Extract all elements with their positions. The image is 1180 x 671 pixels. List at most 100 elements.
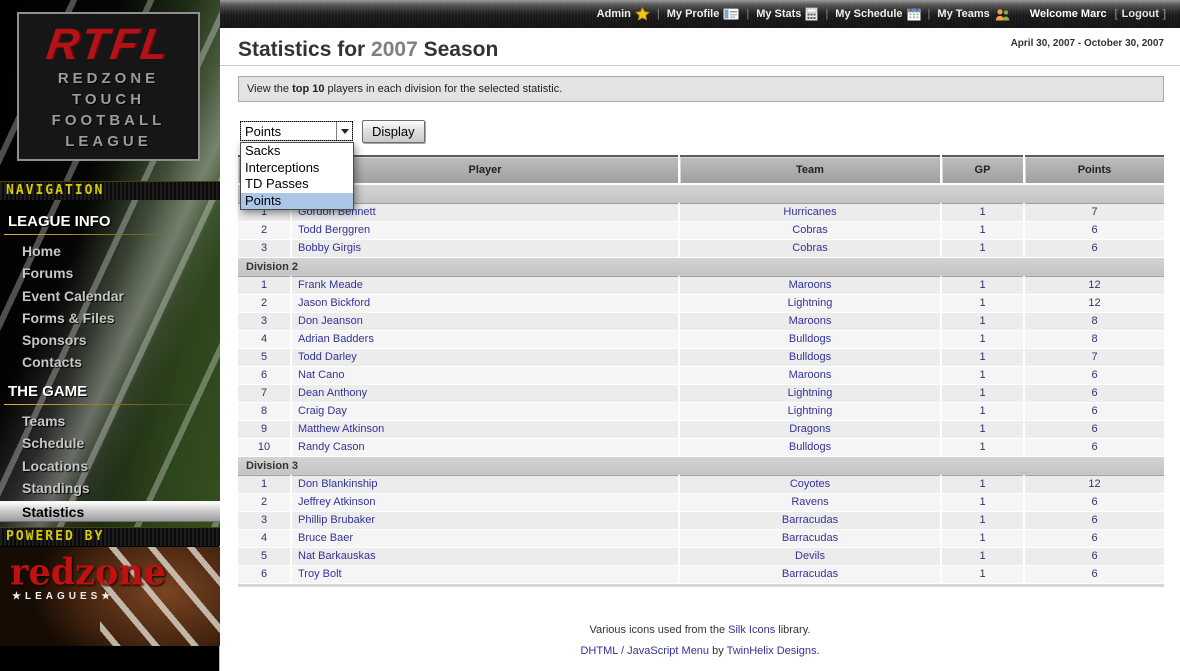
logout-link[interactable]: Logout — [1121, 8, 1159, 20]
table-row: 5 Nat Barkauskas Devils 1 6 — [238, 547, 1164, 566]
player-link[interactable]: Matthew Atkinson — [298, 423, 385, 435]
gp-cell: 1 — [941, 330, 1025, 349]
team-link[interactable]: Bulldogs — [788, 333, 832, 345]
player-link[interactable]: Jason Bickford — [298, 297, 371, 309]
topbar-link-my-schedule[interactable]: My Schedule — [835, 7, 921, 21]
player-link[interactable]: Don Jeanson — [298, 315, 363, 327]
team-link[interactable]: Ravens — [791, 496, 829, 508]
topbar-link-my-teams[interactable]: My Teams — [937, 8, 1009, 21]
team-link[interactable]: Lightning — [787, 297, 833, 309]
sidebar-item-locations[interactable]: Locations — [22, 457, 89, 474]
redzone-leagues-logo[interactable]: redzone ★LEAGUES★ — [0, 547, 220, 646]
sidebar-item-forms-files[interactable]: Forms & Files — [22, 309, 115, 326]
team-cell: Barracudas — [679, 565, 942, 584]
display-button[interactable]: Display — [362, 120, 425, 143]
points-cell: 12 — [1024, 276, 1164, 295]
table-row: 4 Adrian Badders Bulldogs 1 8 — [238, 330, 1164, 349]
player-link[interactable]: Dean Anthony — [298, 387, 368, 399]
table-row: 7 Dean Anthony Lightning 1 6 — [238, 384, 1164, 403]
sidebar-item-contacts[interactable]: Contacts — [22, 354, 82, 371]
player-link[interactable]: Jeffrey Atkinson — [298, 496, 376, 508]
sidebar-item-home[interactable]: Home — [22, 243, 61, 259]
topbar-link-label: My Profile — [666, 8, 720, 20]
sidebar-item-event-calendar[interactable]: Event Calendar — [22, 287, 124, 304]
dhtml-menu-link[interactable]: DHTML / JavaScript Menu — [580, 645, 710, 657]
team-cell: Maroons — [679, 276, 942, 295]
player-link[interactable]: Phillip Brubaker — [298, 514, 376, 526]
rank-cell: 6 — [238, 565, 292, 584]
sidebar-item-schedule[interactable]: Schedule — [22, 435, 85, 452]
redzone-logo-name: redzone — [10, 550, 167, 594]
team-cell: Bulldogs — [679, 438, 942, 457]
team-link[interactable]: Bulldogs — [788, 351, 832, 363]
sidebar-item-teams[interactable]: Teams — [22, 413, 66, 429]
stat-option-points[interactable]: Points — [241, 192, 353, 209]
team-link[interactable]: Cobras — [792, 242, 828, 254]
footer-line-icons: Various icons used from the Silk Icons l… — [220, 623, 1180, 637]
stat-option-td-passes[interactable]: TD Passes — [245, 176, 309, 191]
calculator-icon — [805, 7, 819, 21]
sidebar-item-sponsors[interactable]: Sponsors — [22, 332, 87, 349]
team-cell: Lightning — [679, 294, 942, 313]
topbar-link-my-profile[interactable]: My Profile — [667, 8, 740, 20]
player-link[interactable]: Bobby Girgis — [298, 242, 361, 254]
points-cell: 6 — [1024, 493, 1164, 512]
player-link[interactable]: Frank Meade — [298, 279, 363, 291]
footer-text: . — [816, 645, 820, 657]
navigation-band: NAVIGATION — [0, 181, 220, 200]
team-link[interactable]: Barracudas — [781, 568, 839, 580]
gp-cell: 1 — [941, 239, 1025, 258]
team-link[interactable]: Lightning — [787, 387, 833, 399]
team-link[interactable]: Maroons — [788, 369, 832, 381]
column-header-points: Points — [1024, 155, 1164, 185]
team-link[interactable]: Dragons — [789, 423, 831, 435]
team-link[interactable]: Barracudas — [781, 532, 839, 544]
gp-cell: 1 — [941, 348, 1025, 367]
player-link[interactable]: Randy Cason — [298, 441, 365, 453]
division-header-row: Division 1 — [238, 183, 1164, 204]
player-link[interactable]: Todd Darley — [298, 351, 357, 363]
team-link[interactable]: Bulldogs — [788, 441, 832, 453]
silk-icons-link[interactable]: Silk Icons — [728, 624, 776, 636]
topbar-link-label: Admin — [596, 8, 631, 20]
stat-option-sacks[interactable]: Sacks — [245, 143, 281, 158]
player-link[interactable]: Nat Barkauskas — [298, 550, 376, 562]
player-link[interactable]: Todd Berggren — [298, 224, 371, 236]
sidebar-item-forums[interactable]: Forums — [22, 265, 74, 282]
gp-cell: 1 — [941, 384, 1025, 403]
team-link[interactable]: Cobras — [792, 224, 828, 236]
rtfl-logo[interactable]: RTFL REDZONE TOUCH FOOTBALL LEAGUE — [17, 12, 200, 161]
gold-divider — [4, 404, 212, 405]
team-cell: Coyotes — [679, 475, 942, 494]
team-link[interactable]: Maroons — [788, 315, 832, 327]
gold-divider — [4, 234, 212, 235]
player-link[interactable]: Nat Cano — [298, 369, 345, 381]
team-link[interactable]: Hurricanes — [783, 206, 837, 218]
team-link[interactable]: Coyotes — [789, 478, 831, 490]
player-link[interactable]: Don Blankinship — [298, 478, 378, 490]
player-link[interactable]: Troy Bolt — [298, 568, 342, 580]
twinhelix-link[interactable]: TwinHelix Designs — [726, 645, 817, 657]
team-link[interactable]: Maroons — [788, 279, 832, 291]
topbar-link-admin[interactable]: Admin — [597, 7, 650, 21]
column-header-player: Player — [291, 155, 680, 185]
player-cell: Frank Meade — [291, 276, 680, 295]
logout-bracket: ] — [1162, 8, 1166, 20]
topbar-link-my-stats[interactable]: My Stats — [756, 7, 819, 21]
sidebar-item-standings[interactable]: Standings — [22, 479, 90, 496]
player-link[interactable]: Adrian Badders — [298, 333, 374, 345]
player-link[interactable]: Bruce Baer — [298, 532, 354, 544]
chevron-down-icon[interactable] — [336, 122, 352, 140]
team-link[interactable]: Barracudas — [781, 514, 839, 526]
player-link[interactable]: Craig Day — [298, 405, 347, 417]
gp-cell: 1 — [941, 529, 1025, 548]
stat-option-interceptions[interactable]: Interceptions — [245, 159, 320, 175]
team-link[interactable]: Devils — [795, 550, 825, 562]
points-cell: 7 — [1024, 203, 1164, 222]
team-cell: Devils — [679, 547, 942, 566]
team-cell: Maroons — [679, 312, 942, 331]
sidebar-item-statistics[interactable]: Statistics — [0, 501, 220, 523]
team-link[interactable]: Lightning — [787, 405, 833, 417]
sidebar-heading-league-info: LEAGUE INFO — [8, 213, 111, 230]
stat-select[interactable]: Points — [240, 121, 353, 141]
